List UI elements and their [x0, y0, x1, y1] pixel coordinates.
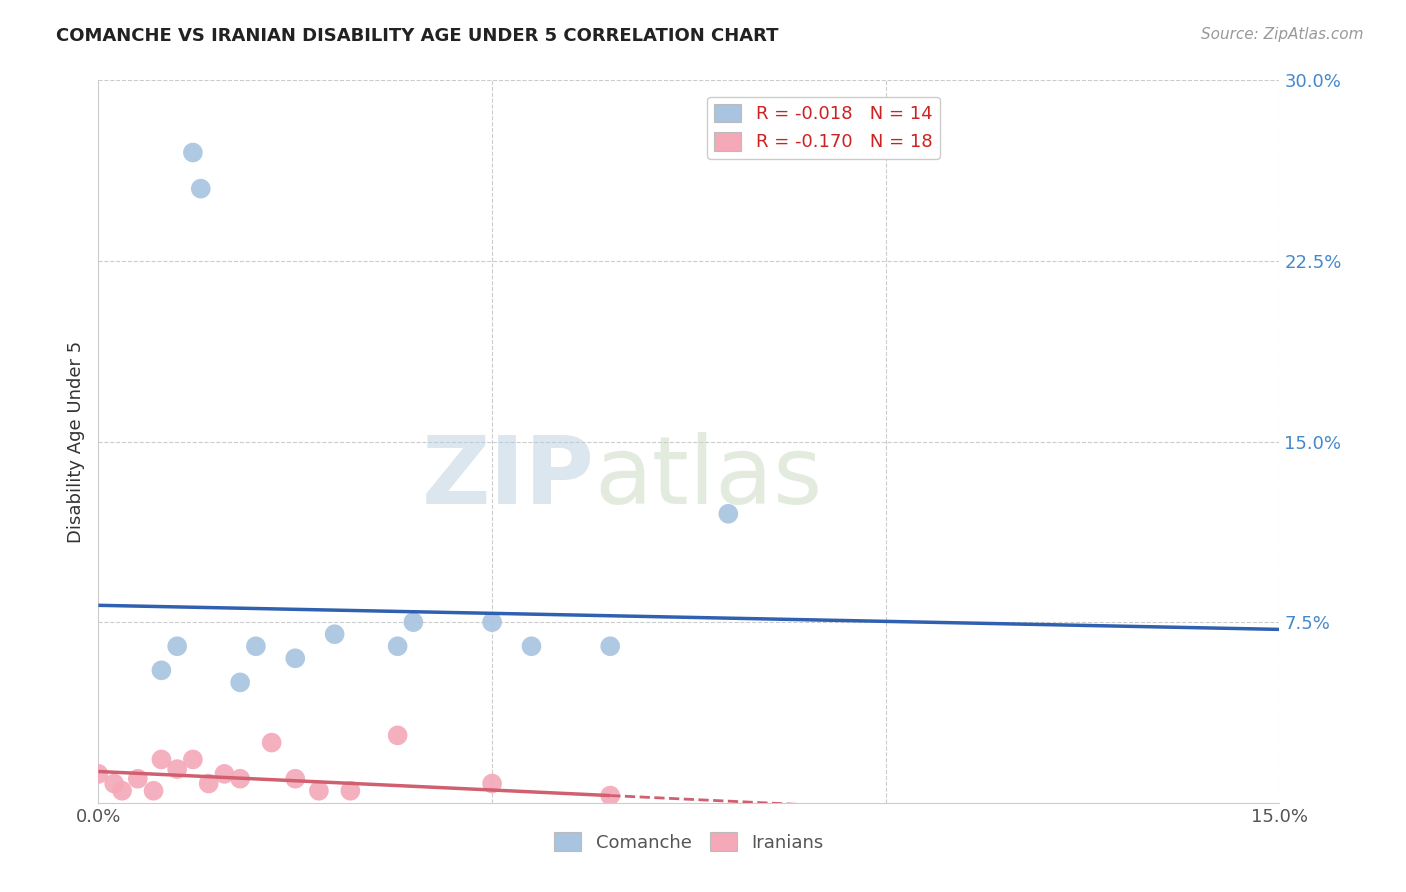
Point — [150, 752, 173, 766]
Point — [181, 145, 204, 160]
Point — [127, 772, 149, 786]
Text: COMANCHE VS IRANIAN DISABILITY AGE UNDER 5 CORRELATION CHART: COMANCHE VS IRANIAN DISABILITY AGE UNDER… — [56, 27, 779, 45]
Point — [103, 776, 125, 790]
Point — [150, 664, 173, 678]
Point — [166, 762, 188, 776]
Point — [197, 776, 219, 790]
Text: ZIP: ZIP — [422, 432, 595, 524]
Point — [214, 767, 236, 781]
Point — [520, 639, 543, 653]
Y-axis label: Disability Age Under 5: Disability Age Under 5 — [66, 341, 84, 542]
Point — [308, 784, 330, 798]
Point — [481, 776, 503, 790]
Point — [402, 615, 425, 630]
Point — [284, 772, 307, 786]
Text: atlas: atlas — [595, 432, 823, 524]
Point — [229, 772, 252, 786]
Text: Source: ZipAtlas.com: Source: ZipAtlas.com — [1201, 27, 1364, 42]
Point — [142, 784, 165, 798]
Point — [339, 784, 361, 798]
Point — [260, 735, 283, 749]
Point — [181, 752, 204, 766]
Legend: Comanche, Iranians: Comanche, Iranians — [547, 825, 831, 859]
Point — [323, 627, 346, 641]
Point — [599, 639, 621, 653]
Point — [87, 767, 110, 781]
Point — [599, 789, 621, 803]
Point — [481, 615, 503, 630]
Point — [190, 181, 212, 195]
Point — [166, 639, 188, 653]
Point — [111, 784, 134, 798]
Point — [387, 639, 409, 653]
Point — [717, 507, 740, 521]
Point — [387, 728, 409, 742]
Point — [229, 675, 252, 690]
Point — [284, 651, 307, 665]
Point — [245, 639, 267, 653]
